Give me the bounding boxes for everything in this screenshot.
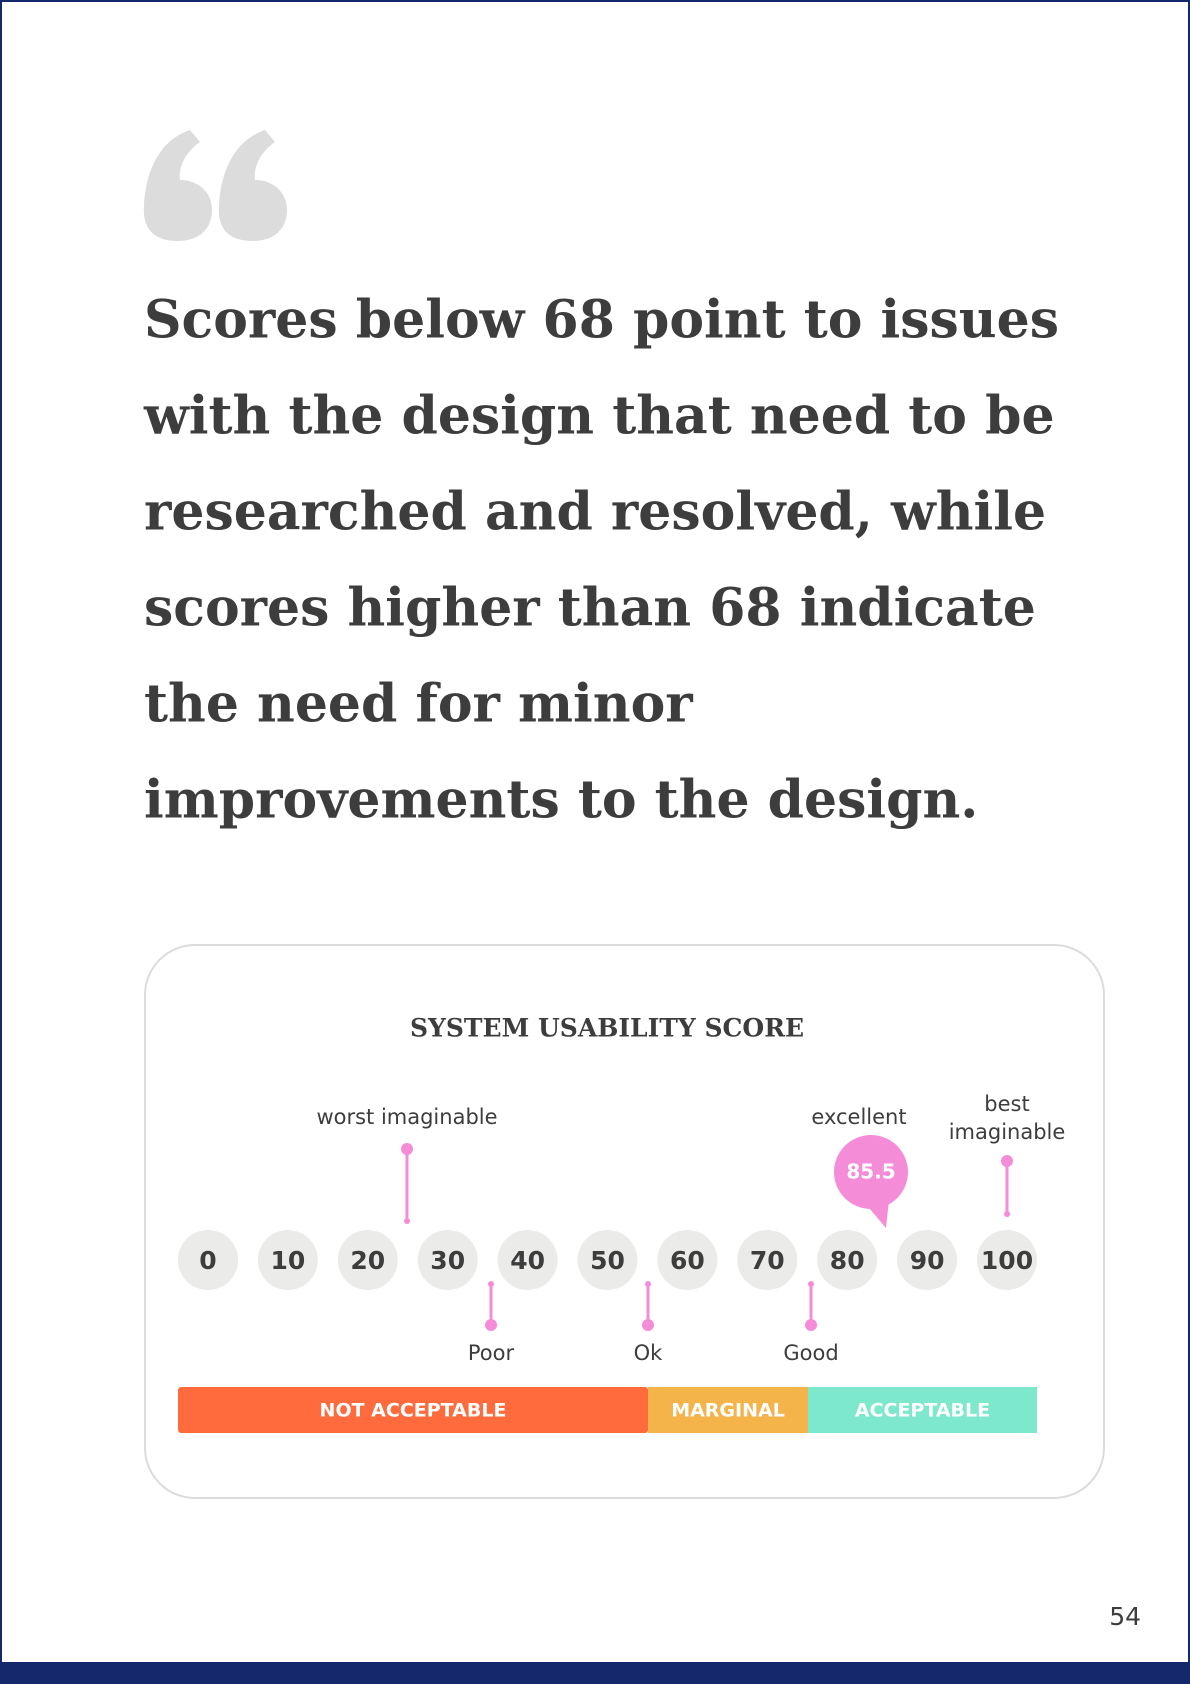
band-label: ACCEPTABLE (855, 1400, 990, 1422)
marker-end (1004, 1211, 1010, 1217)
tick-circle (817, 1230, 878, 1290)
tick-label: 20 (350, 1246, 385, 1275)
tick-circle (977, 1230, 1037, 1290)
tick-circle (897, 1230, 958, 1290)
band-label: MARGINAL (671, 1400, 785, 1422)
annotation: excellent (811, 1105, 906, 1129)
band-label: NOT ACCEPTABLE (320, 1400, 507, 1422)
tick-label: 40 (510, 1246, 545, 1275)
quote-line: scores higher than 68 indicate (144, 578, 1036, 639)
tick-label: 60 (670, 1246, 705, 1275)
marker-end (488, 1281, 494, 1287)
quote-line: the need for minor (144, 674, 693, 735)
tick-label: 10 (271, 1246, 306, 1275)
band (178, 1387, 648, 1433)
scale: NOT ACCEPTABLE MARGINAL ACCEPTABLE 0 10 20 30 4… (178, 1092, 1065, 1433)
tick-label: 90 (910, 1246, 945, 1275)
tick-label: 0 (199, 1246, 216, 1275)
quote-line: improvements to the design. (144, 770, 978, 831)
tick-circle (417, 1230, 478, 1290)
marker-dot (1001, 1155, 1013, 1167)
tick-circle (178, 1230, 238, 1290)
quote-text: Scores below 68 point to issues with the … (143, 290, 1059, 831)
marker-dot (642, 1319, 654, 1331)
quote-line: Scores below 68 point to issues (144, 290, 1059, 351)
annotation: Good (783, 1341, 838, 1365)
annotation: imaginable (949, 1120, 1066, 1144)
quote-line: with the design that need to be (143, 386, 1055, 447)
marker-end (404, 1218, 410, 1224)
marker-dot (805, 1319, 817, 1331)
tick-circle (257, 1230, 318, 1290)
tick-label: 80 (830, 1246, 865, 1275)
marker-end (808, 1281, 814, 1287)
tick-label: 100 (981, 1246, 1033, 1275)
marker-dot (485, 1319, 497, 1331)
scale-card (144, 944, 1105, 1499)
tick-circle (737, 1230, 798, 1290)
band (648, 1387, 808, 1433)
tick-label: 30 (430, 1246, 465, 1275)
tick-label: 50 (590, 1246, 625, 1275)
score-bubble (834, 1135, 908, 1209)
marker-end (645, 1281, 651, 1287)
footer-bar (0, 1662, 1190, 1684)
tick-circle (497, 1230, 558, 1290)
quote-line: researched and resolved, while (144, 482, 1046, 543)
marker-dot (401, 1143, 413, 1155)
tick-circle (337, 1230, 398, 1290)
annotation: best (984, 1092, 1029, 1116)
score-label: 85.5 (846, 1160, 895, 1184)
annotation: worst imaginable (316, 1105, 497, 1129)
page-number: 54 (1109, 1602, 1141, 1631)
scale-title: SYSTEM USABILITY SCORE (410, 1014, 804, 1043)
band (808, 1387, 1037, 1433)
quote-mark (143, 130, 287, 241)
tick-circle (577, 1230, 638, 1290)
tick-circle (657, 1230, 718, 1290)
annotation: Poor (468, 1341, 515, 1365)
annotation: Ok (634, 1341, 664, 1365)
tick-label: 70 (750, 1246, 785, 1275)
